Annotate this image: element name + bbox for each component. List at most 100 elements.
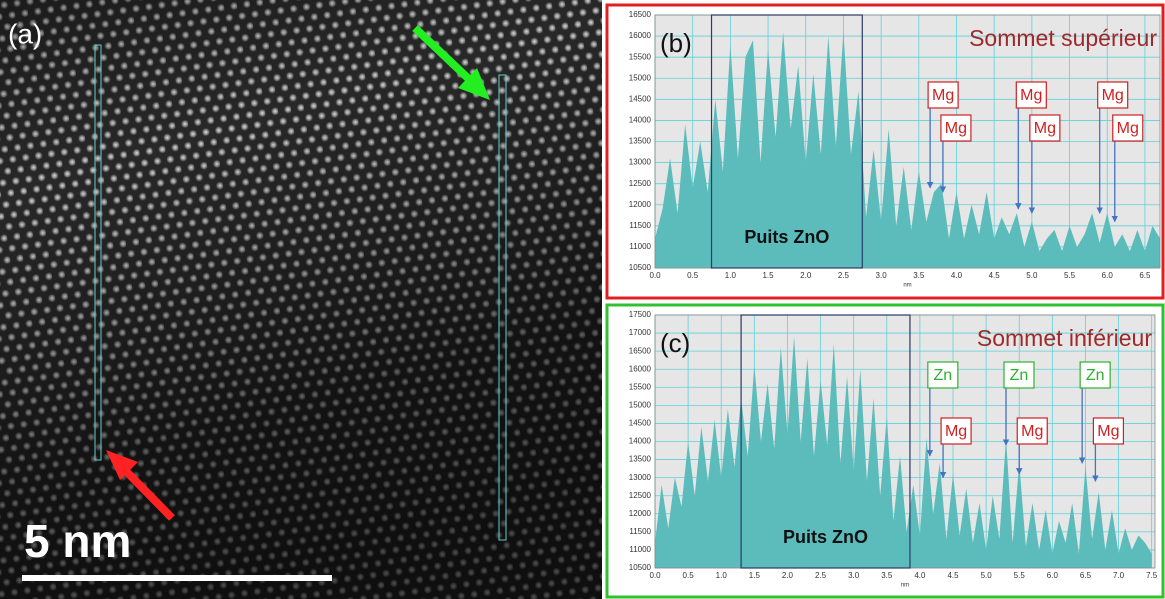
y-tick-label: 13500 (629, 455, 652, 464)
plot-frame (654, 14, 1161, 269)
x-tick-label: 1.0 (725, 271, 737, 280)
panel-label: (c) (660, 328, 690, 358)
panel-border (605, 3, 1165, 300)
x-tick-label: 0.5 (687, 271, 699, 280)
y-tick-label: 13000 (629, 158, 652, 167)
x-tick-label: 0.5 (683, 571, 695, 580)
annotation-box (927, 81, 959, 109)
x-tick-label: 5.5 (1014, 571, 1026, 580)
annotation-box (1112, 114, 1144, 142)
scale-bar-label: 5 nm (24, 515, 131, 567)
annotation-box (1016, 417, 1048, 445)
x-tick-label: 2.0 (800, 271, 812, 280)
x-tick-label: 3.5 (881, 571, 893, 580)
y-tick-label: 11000 (629, 545, 651, 554)
annotation-label: Mg (932, 87, 954, 104)
x-tick-label: 1.5 (762, 271, 774, 280)
x-tick-label: 6.5 (1139, 271, 1151, 280)
x-tick-label: 0.0 (649, 271, 661, 280)
well-region (710, 14, 863, 269)
y-tick-label: 12000 (629, 200, 652, 209)
annotation-label: Mg (1020, 87, 1042, 104)
annotation-box (1097, 81, 1129, 109)
x-tick-label: 7.0 (1113, 571, 1125, 580)
x-tick-label: 6.0 (1102, 271, 1114, 280)
x-tick-label: 2.0 (782, 571, 794, 580)
x-tick-label: 7.5 (1146, 571, 1158, 580)
annotation-box (1029, 114, 1061, 142)
panel-label: (a) (8, 18, 42, 49)
annotation-label: Mg (1117, 120, 1139, 137)
panel-border (605, 303, 1165, 599)
annotation-box (1079, 361, 1111, 389)
x-tick-label: 4.5 (989, 271, 1001, 280)
annotation-box (940, 417, 972, 445)
well-label: Puits ZnO (744, 227, 829, 247)
y-tick-label: 13500 (629, 137, 652, 146)
annotation-label: Mg (1102, 87, 1124, 104)
x-tick-label: 5.0 (1026, 271, 1038, 280)
panel-title: Sommet supérieur (969, 25, 1157, 51)
annotation-label: Mg (945, 120, 967, 137)
y-tick-label: 11500 (629, 221, 651, 230)
panel-label: (b) (660, 28, 692, 58)
y-tick-label: 12500 (629, 491, 652, 500)
annotation-label: Mg (1097, 423, 1119, 440)
x-tick-label: 4.0 (951, 271, 963, 280)
y-tick-label: 16500 (629, 10, 652, 19)
y-tick-label: 12000 (629, 509, 652, 518)
y-tick-label: 12500 (629, 179, 652, 188)
well-region (740, 314, 911, 569)
y-tick-label: 14000 (629, 437, 652, 446)
y-tick-label: 15500 (629, 382, 652, 391)
y-tick-label: 11500 (629, 527, 651, 536)
panel-title: Sommet inférieur (977, 325, 1152, 351)
x-tick-label: 1.5 (749, 571, 761, 580)
y-tick-label: 13000 (629, 473, 652, 482)
y-tick-label: 10500 (629, 263, 652, 272)
x-axis-label: nm (903, 283, 911, 289)
y-tick-label: 14000 (629, 116, 652, 125)
x-tick-label: 6.0 (1047, 571, 1059, 580)
x-tick-label: 2.5 (838, 271, 850, 280)
x-tick-label: 4.5 (947, 571, 959, 580)
intensity-area (655, 31, 1160, 268)
y-tick-label: 16000 (629, 31, 652, 40)
annotation-label: Zn (933, 367, 952, 384)
x-tick-label: 3.5 (913, 271, 925, 280)
y-tick-label: 17500 (629, 310, 652, 319)
annotation-box (940, 114, 972, 142)
x-tick-label: 1.0 (716, 571, 728, 580)
annotation-label: Zn (1086, 367, 1105, 384)
y-tick-label: 14500 (629, 419, 652, 428)
x-tick-label: 5.0 (981, 571, 993, 580)
y-tick-label: 11000 (629, 242, 651, 251)
y-tick-label: 14500 (629, 94, 652, 103)
y-tick-label: 15000 (629, 73, 652, 82)
x-tick-label: 3.0 (876, 271, 888, 280)
x-tick-label: 0.0 (649, 571, 661, 580)
y-tick-label: 10500 (629, 563, 652, 572)
annotation-box (1003, 361, 1035, 389)
annotation-label: Mg (1034, 120, 1056, 137)
intensity-area (655, 336, 1152, 568)
x-tick-label: 5.5 (1064, 271, 1076, 280)
y-tick-label: 16500 (629, 346, 652, 355)
x-axis-label: nm (901, 583, 909, 589)
y-tick-label: 15000 (629, 400, 652, 409)
y-tick-label: 17000 (629, 328, 652, 337)
annotation-label: Mg (1021, 423, 1043, 440)
annotation-label: Zn (1010, 367, 1029, 384)
y-tick-label: 15500 (629, 52, 652, 61)
annotation-box (1015, 81, 1047, 109)
x-tick-label: 6.5 (1080, 571, 1092, 580)
stem-image: 5 nm (a) (0, 0, 602, 599)
y-tick-label: 16000 (629, 364, 652, 373)
annotation-box (927, 361, 959, 389)
x-tick-label: 2.5 (815, 571, 827, 580)
annotation-label: Mg (945, 423, 967, 440)
well-label: Puits ZnO (783, 527, 868, 547)
x-tick-label: 4.0 (914, 571, 926, 580)
annotation-box (1092, 417, 1124, 445)
